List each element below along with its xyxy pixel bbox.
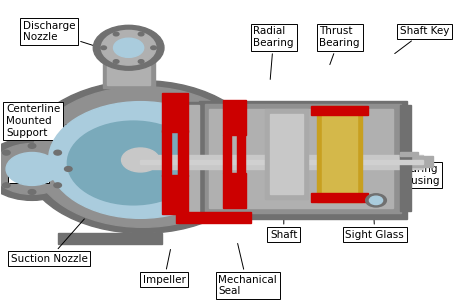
FancyBboxPatch shape [103,54,155,88]
FancyBboxPatch shape [317,106,362,202]
Text: Sight Glass: Sight Glass [346,214,404,240]
FancyBboxPatch shape [199,211,407,219]
FancyBboxPatch shape [199,101,407,108]
Text: Impeller: Impeller [143,249,186,285]
FancyBboxPatch shape [140,156,423,169]
FancyBboxPatch shape [322,111,357,198]
Text: Shaft Key: Shaft Key [395,26,449,53]
Circle shape [101,31,156,65]
FancyBboxPatch shape [270,114,303,194]
Text: Discharge
Nozzle: Discharge Nozzle [23,21,121,54]
Text: Thrust
Bearing: Thrust Bearing [319,27,360,65]
FancyBboxPatch shape [205,104,401,213]
Circle shape [369,196,383,204]
Circle shape [114,38,144,57]
Text: Shaft: Shaft [270,193,297,240]
Circle shape [48,102,232,218]
Text: Centerline
Mounted
Support: Centerline Mounted Support [6,104,83,138]
FancyBboxPatch shape [178,102,204,215]
FancyBboxPatch shape [176,212,251,223]
Circle shape [0,143,72,194]
Circle shape [6,153,58,185]
FancyBboxPatch shape [32,156,131,182]
Circle shape [151,46,156,50]
FancyBboxPatch shape [223,135,231,173]
FancyBboxPatch shape [183,104,199,212]
Text: Radial
Bearing: Radial Bearing [254,27,294,79]
Circle shape [2,183,10,188]
Text: Casing: Casing [11,166,93,180]
FancyBboxPatch shape [223,173,246,208]
FancyBboxPatch shape [162,175,188,214]
Circle shape [113,32,119,36]
FancyBboxPatch shape [162,93,188,132]
FancyBboxPatch shape [400,104,411,211]
Circle shape [138,32,144,36]
FancyBboxPatch shape [400,152,419,156]
Text: Bearing
Housing: Bearing Housing [392,160,440,186]
FancyBboxPatch shape [400,156,433,167]
FancyBboxPatch shape [162,130,171,176]
FancyBboxPatch shape [108,55,150,85]
FancyBboxPatch shape [36,159,128,179]
FancyBboxPatch shape [178,130,188,176]
FancyBboxPatch shape [223,100,246,135]
Circle shape [28,143,36,148]
FancyBboxPatch shape [311,193,368,202]
Text: Mechanical
Seal: Mechanical Seal [218,243,277,297]
Circle shape [93,25,164,70]
FancyBboxPatch shape [140,160,423,165]
Circle shape [64,167,72,171]
Circle shape [101,46,107,50]
Circle shape [2,150,10,155]
FancyBboxPatch shape [209,109,392,208]
Circle shape [32,87,254,227]
FancyBboxPatch shape [237,135,246,173]
Circle shape [365,194,386,207]
Circle shape [138,60,144,63]
FancyBboxPatch shape [311,106,368,115]
Circle shape [113,60,119,63]
Circle shape [23,81,263,233]
Circle shape [121,148,159,172]
Circle shape [67,121,199,205]
FancyBboxPatch shape [58,233,162,244]
Circle shape [54,183,62,188]
Circle shape [0,137,82,200]
Circle shape [54,150,62,155]
Text: Suction Nozzle: Suction Nozzle [11,219,88,264]
Circle shape [28,190,36,194]
FancyBboxPatch shape [201,102,404,215]
FancyBboxPatch shape [265,109,308,199]
